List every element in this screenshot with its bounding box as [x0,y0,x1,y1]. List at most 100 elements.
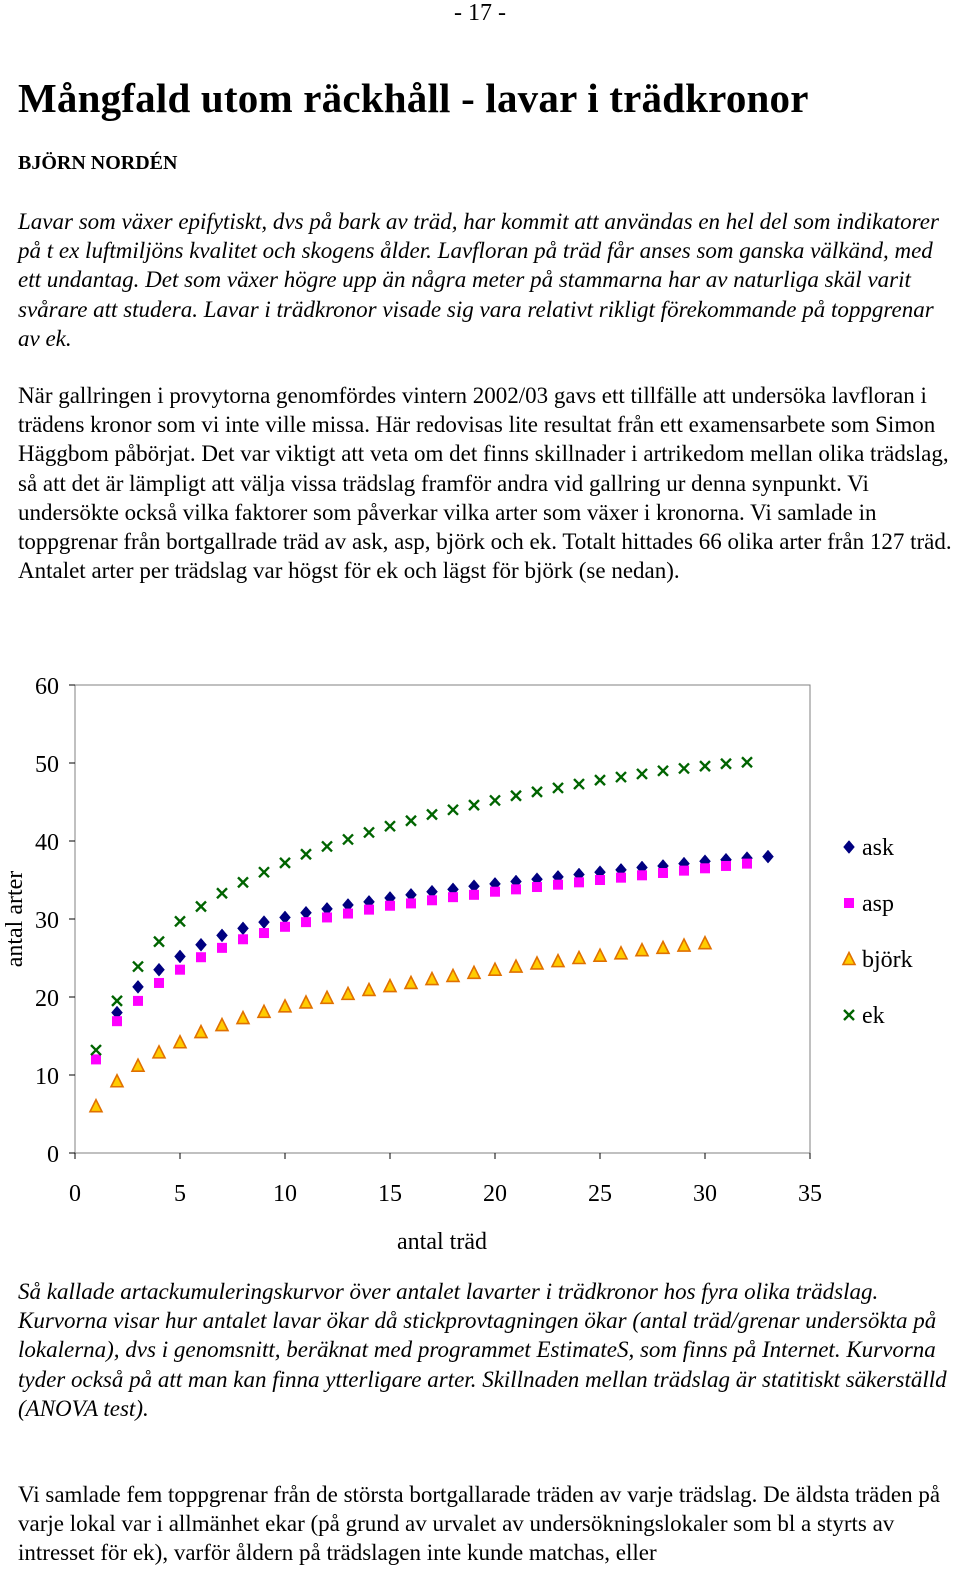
björk-point [256,1003,272,1019]
asp-point [658,867,668,878]
asp-point [616,872,626,883]
asp-point [112,1016,122,1027]
ek-point [510,789,522,802]
asp-point [490,886,500,897]
asp-point [721,860,731,871]
ek-point [594,774,606,787]
ek-point [216,887,228,900]
björk-point [361,981,377,997]
björk-point [193,1023,209,1039]
asp-point [385,900,395,911]
ek-point [615,771,627,783]
legend-label-björk: björk [862,947,913,973]
björk-point [655,939,671,955]
björk-point [88,1097,104,1113]
y-tick-label: 30 [35,908,59,934]
ek-point [720,757,732,770]
article-title: Mångfald utom räckhåll - lavar i trädkro… [18,75,809,121]
asp-point [322,912,332,923]
series-ek [90,756,753,1056]
ek-point [384,820,396,833]
asp-point [700,863,710,874]
asp-point [238,934,248,945]
asp-point [343,908,353,919]
ask-point [216,928,228,943]
x-tick-label: 35 [798,1181,822,1207]
björk-point [109,1072,125,1088]
ask-point [195,937,207,952]
björk-point [424,970,440,986]
asp-point [154,977,164,988]
asp-point [679,865,689,876]
björk-point [319,989,335,1005]
ek-point [405,814,417,827]
ek-point [111,995,123,1007]
legend-item-ek: ek [843,1003,885,1029]
björk-point [508,958,524,973]
asp-point [259,928,269,939]
x-tick-label: 20 [483,1181,507,1207]
ek-point [237,876,249,889]
asp-point [532,882,542,893]
y-axis-label: antal arter [2,871,28,968]
ek-point [447,803,459,816]
ek-point [132,960,144,973]
body-paragraph-1: När gallringen i provytorna genomfördes … [18,383,952,584]
x-tick-label: 0 [69,1181,81,1207]
legend-item-björk: björk [841,947,913,973]
asp-point [364,904,374,915]
björk-point [298,994,314,1009]
asp-point [553,879,563,890]
asp-point [595,875,605,885]
ask-point [132,979,144,994]
series-asp [91,858,752,1065]
björk-point [592,947,608,962]
legend: ask asp björk ek [841,835,913,1029]
legend-label-ask: ask [862,835,894,861]
björk-legend-marker [841,950,857,966]
björk-point [529,955,545,970]
y-tick-label: 20 [35,986,59,1012]
asp-point [637,870,647,881]
björk-point [550,952,566,968]
x-axis-label: antal träd [397,1229,487,1255]
björk-point [235,1009,251,1025]
asp-point [742,858,752,869]
x-tick-label: 10 [273,1181,297,1207]
asp-point [448,892,458,903]
asp-point [175,964,185,975]
ek-point [489,794,501,807]
björk-point [571,949,587,965]
asp-point [511,884,521,895]
body-paragraph-2: Vi samlade fem toppgrenar från de störst… [18,1482,941,1566]
ek-point [195,900,207,913]
x-tick-label: 25 [588,1181,612,1207]
ask-point [174,949,186,964]
asp-point [301,917,311,928]
axes: 0 5 10 15 20 25 30 35 0 10 20 30 40 50 60 [35,674,822,1207]
ek-point [678,762,690,775]
ask-legend-marker [843,840,855,854]
ek-point [636,768,648,780]
ask-point [153,962,165,977]
ek-point [552,782,564,794]
x-tick-label: 5 [174,1181,186,1207]
asp-point [574,877,584,888]
ek-point [300,848,312,861]
ek-legend-marker [843,1009,855,1021]
asp-point [217,942,227,953]
ek-point [426,808,438,821]
asp-point [280,921,290,932]
asp-point [406,898,416,909]
asp-point [469,889,479,900]
legend-label-asp: asp [862,891,894,917]
legend-label-ek: ek [862,1003,885,1029]
ek-point [699,760,711,772]
series-layer [88,756,774,1113]
ek-point [342,833,354,846]
plot-area [74,684,811,1154]
björk-point [634,941,650,957]
björk-point [340,985,356,1001]
ek-point [153,935,165,948]
intro-paragraph: Lavar som växer epifytiskt, dvs på bark … [18,209,939,351]
